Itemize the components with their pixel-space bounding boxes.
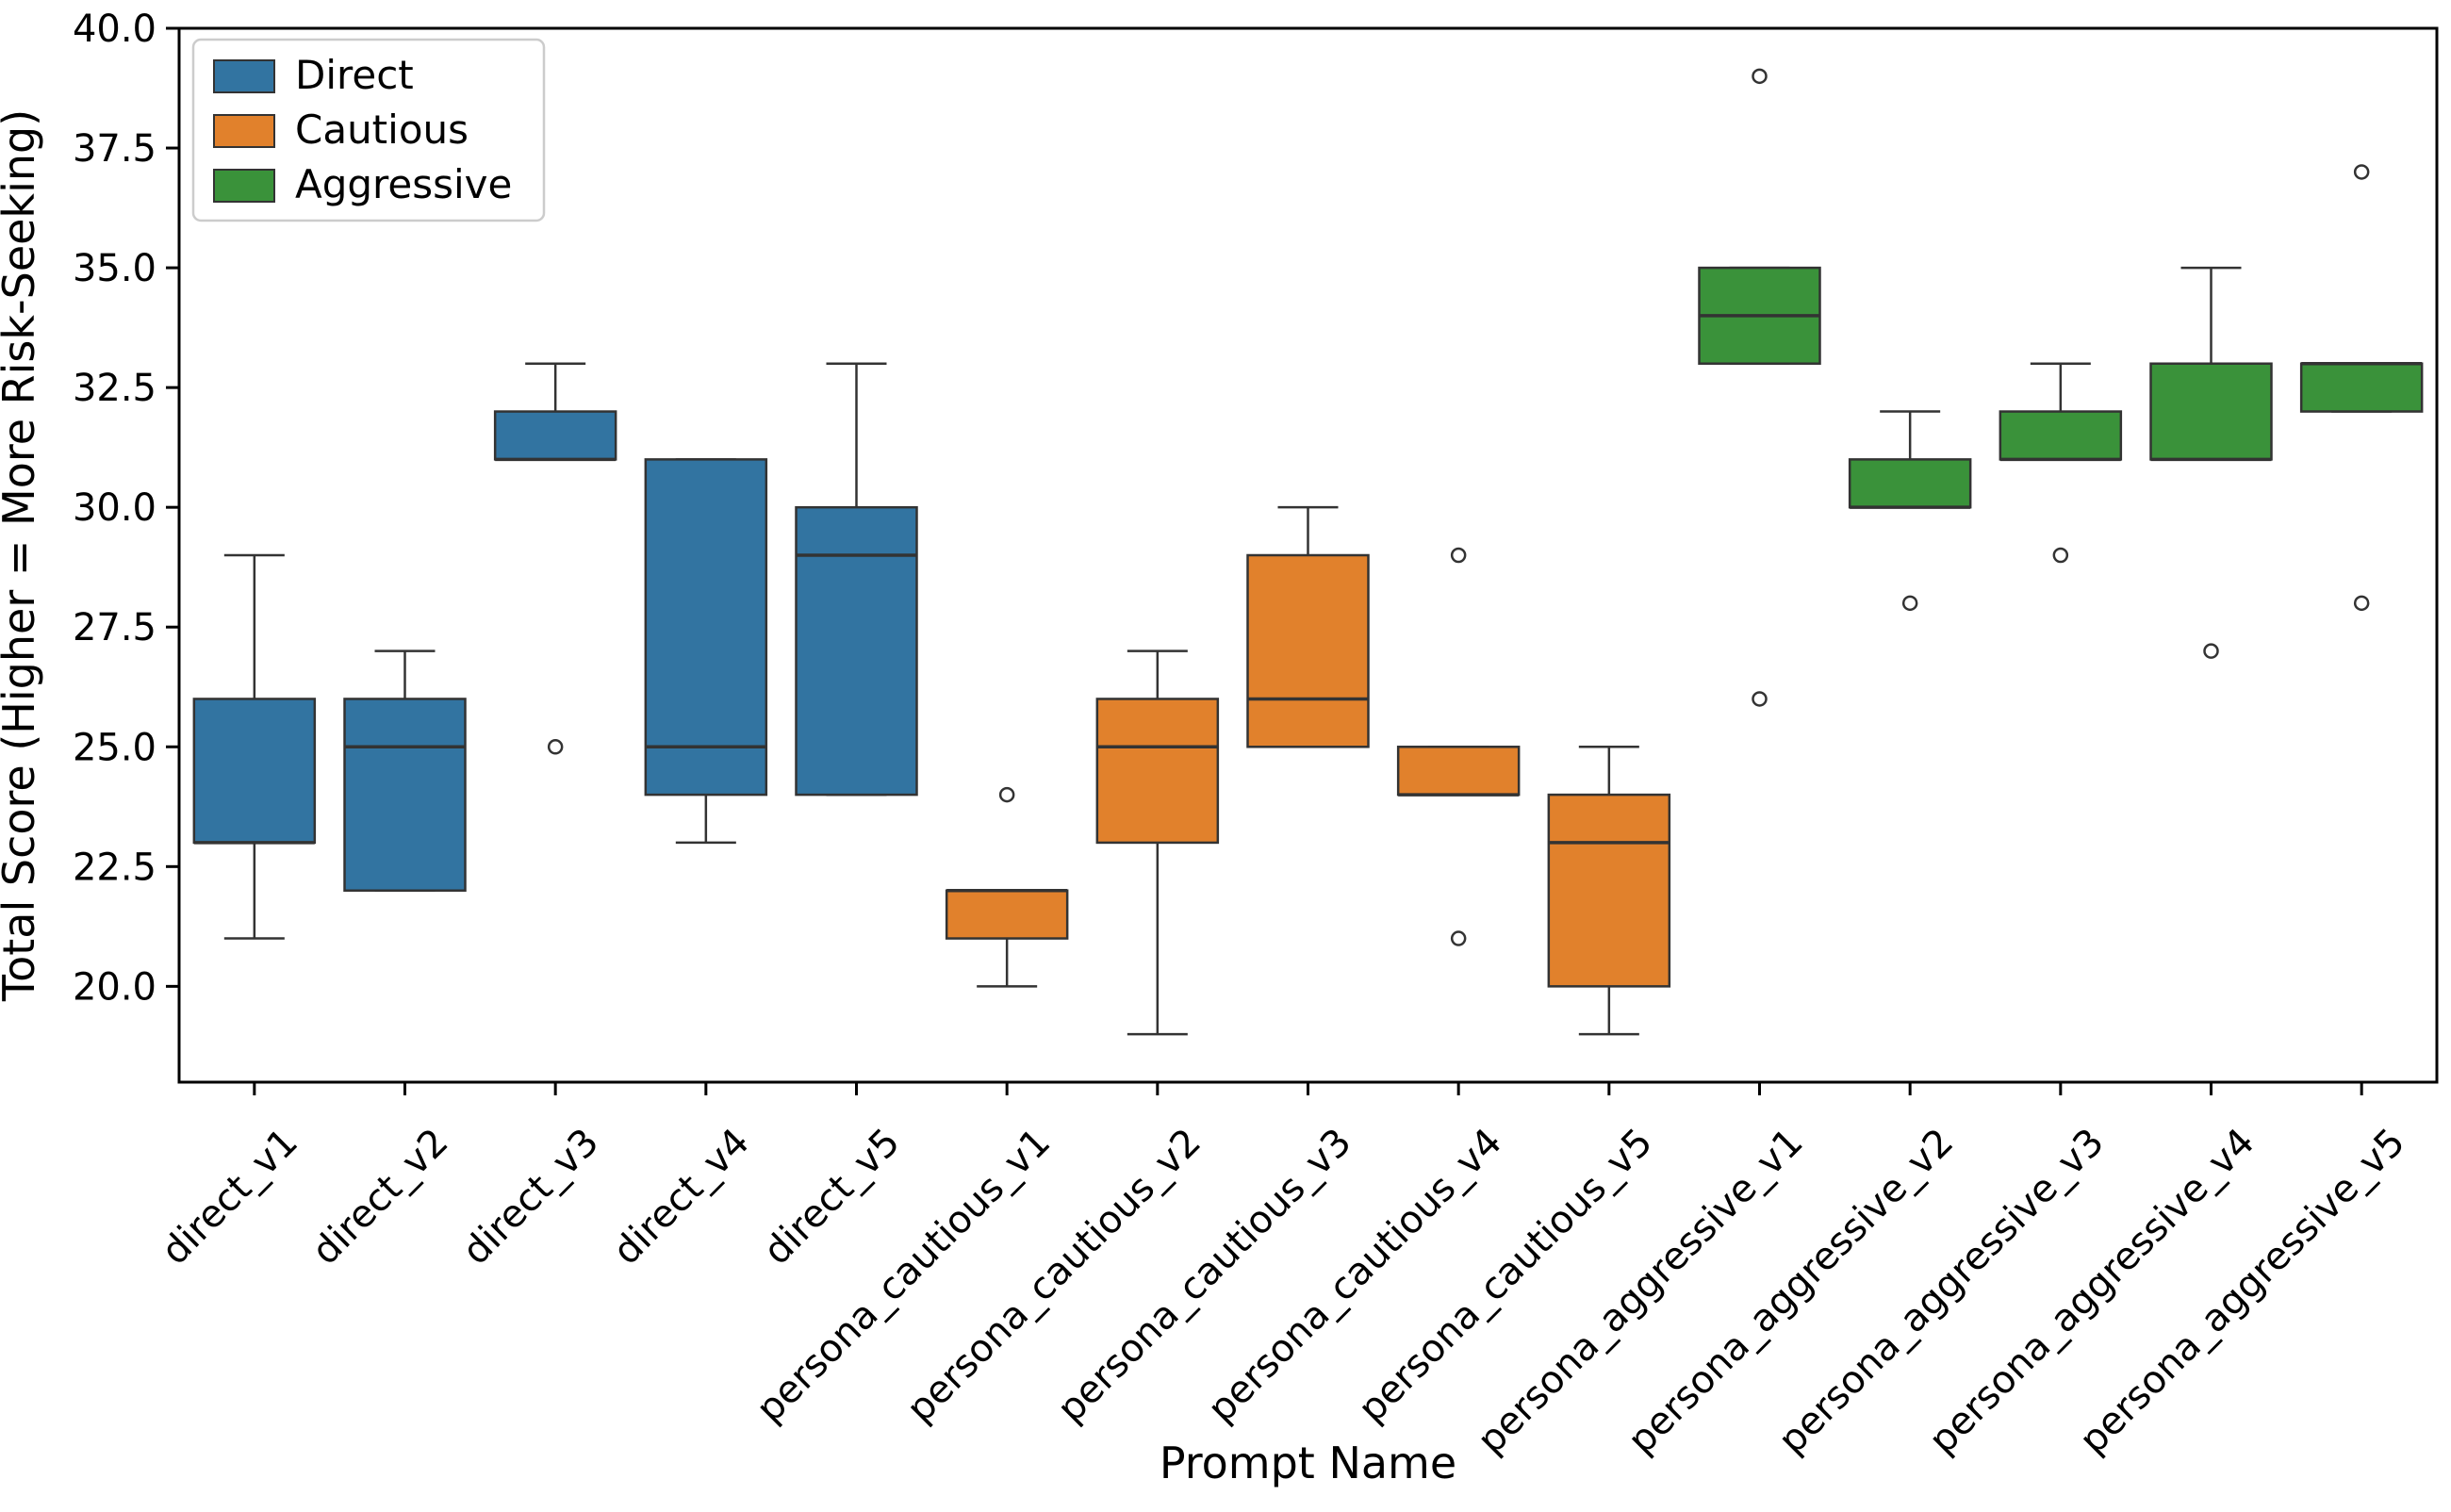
outlier-point [2052, 547, 2069, 564]
iqr-box [1396, 746, 1521, 797]
y-tick-label: 40.0 [73, 8, 156, 51]
plot-border [177, 26, 2439, 1084]
iqr-box [1848, 458, 1972, 509]
box-direct_v2 [343, 649, 467, 892]
box-persona_cautious_v1 [945, 786, 1069, 988]
legend: Direct Cautious Aggressive [191, 38, 546, 222]
box-direct_v4 [644, 458, 768, 845]
iqr-box [1246, 553, 1370, 748]
box-persona_aggressive_v5 [2299, 164, 2424, 612]
iqr-box [644, 458, 768, 797]
outlier-point [2353, 164, 2370, 180]
y-axis-label: Total Score (Higher = More Risk-Seeking) [0, 109, 44, 1002]
iqr-box [192, 698, 317, 845]
iqr-box [1095, 698, 1220, 845]
box-persona_aggressive_v1 [1698, 68, 1821, 707]
iqr-box [2149, 362, 2273, 461]
outlier-point [2353, 595, 2370, 612]
x-axis-label: Prompt Name [1160, 1438, 1456, 1488]
legend-label-aggressive: Aggressive [295, 161, 512, 207]
x-tick-label: direct_v4 [605, 1121, 758, 1274]
x-tick-label: direct_v2 [304, 1121, 456, 1274]
box-persona_cautious_v5 [1547, 746, 1671, 1036]
y-tick-label: 20.0 [73, 965, 156, 1009]
x-tick-label: direct_v3 [454, 1121, 607, 1274]
y-tick-label: 30.0 [73, 486, 156, 530]
outlier-point [547, 739, 564, 755]
box-persona_aggressive_v2 [1848, 410, 1972, 612]
y-tick-label: 22.5 [73, 846, 156, 889]
outlier-point [1752, 68, 1768, 85]
y-tick-label: 35.0 [73, 247, 156, 290]
x-tick-label: persona_cautious_v2 [898, 1121, 1209, 1432]
x-tick-label: persona_cautious_v3 [1049, 1121, 1360, 1432]
outlier-point [1752, 691, 1768, 707]
y-tick-label: 27.5 [73, 606, 156, 649]
box-direct_v3 [493, 362, 617, 755]
x-tick-label: persona_cautious_v5 [1350, 1121, 1661, 1432]
legend-swatch-aggressive [213, 169, 275, 203]
outlier-point [1901, 595, 1918, 612]
y-tick-label: 32.5 [73, 367, 156, 410]
box-persona_cautious_v4 [1396, 547, 1521, 946]
x-tick-label: persona_cautious_v4 [1200, 1121, 1511, 1432]
box-persona_cautious_v3 [1246, 505, 1370, 748]
x-tick-label: direct_v1 [154, 1121, 306, 1274]
legend-swatch-cautious [213, 114, 275, 148]
box-direct_v1 [192, 553, 317, 940]
y-tick-label: 25.0 [73, 726, 156, 769]
x-tick-label: direct_v5 [755, 1121, 908, 1274]
legend-box [191, 38, 546, 222]
x-tick-label: persona_cautious_v1 [748, 1121, 1060, 1432]
legend-swatch-direct [213, 59, 275, 93]
box-direct_v5 [795, 362, 918, 797]
iqr-box [1547, 793, 1671, 988]
outlier-point [1450, 547, 1467, 564]
iqr-box [493, 410, 617, 461]
legend-label-cautious: Cautious [295, 107, 469, 153]
outlier-point [1450, 930, 1467, 946]
outlier-point [2203, 643, 2219, 659]
box-persona_aggressive_v3 [1999, 362, 2123, 564]
outlier-point [998, 786, 1015, 803]
iqr-box [1999, 410, 2123, 461]
x-tick-label: persona_aggressive_v5 [2071, 1121, 2413, 1463]
iqr-box [945, 889, 1069, 940]
iqr-box [343, 698, 467, 892]
legend-label-direct: Direct [295, 52, 414, 98]
iqr-box [795, 505, 918, 797]
iqr-box [2299, 362, 2424, 413]
box-persona_cautious_v2 [1095, 649, 1220, 1036]
y-tick-label: 37.5 [73, 127, 156, 171]
box-persona_aggressive_v4 [2149, 266, 2273, 659]
